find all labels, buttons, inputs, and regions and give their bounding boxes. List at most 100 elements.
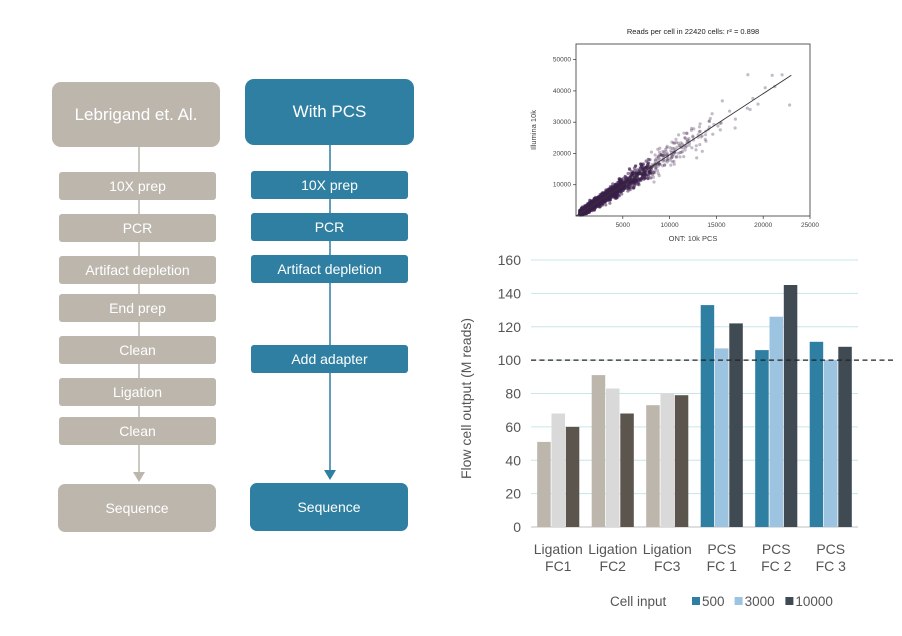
scatter-point [678, 144, 682, 148]
scatter-point [656, 155, 661, 159]
scatter-point [670, 146, 674, 150]
scatter-point [697, 125, 702, 129]
scatter-point [674, 137, 678, 141]
scatter-title: Reads per cell in 22420 cells: r² = 0.89… [627, 27, 759, 36]
scatter-point [625, 176, 629, 180]
scatter-point [646, 157, 650, 161]
scatter-point [690, 146, 694, 150]
scatter-point [659, 153, 663, 157]
scatter-point [661, 149, 665, 154]
scatter-point [638, 177, 642, 181]
scatter-point [656, 164, 660, 168]
bar-legend-title: Cell input [610, 594, 667, 609]
scatter-point [763, 86, 767, 90]
scatter-point [678, 151, 682, 155]
scatter-point [707, 119, 711, 123]
scatter-point [662, 163, 667, 167]
bar-y-tick-label: 100 [498, 352, 522, 368]
scatter-point [661, 164, 665, 168]
left-step: 10X prep [59, 172, 216, 200]
scatter-point [657, 150, 662, 154]
scatter-point [711, 132, 715, 136]
bar-500 [591, 375, 606, 527]
left-step: Artifact depletion [59, 256, 216, 284]
scatter-point [649, 168, 653, 172]
scatter-point [621, 177, 625, 181]
scatter-point [646, 176, 650, 180]
scatter-point [633, 169, 637, 173]
scatter-point [684, 144, 688, 148]
scatter-point [657, 174, 661, 178]
scatter-point [691, 135, 695, 139]
scatter-point [658, 162, 662, 166]
scatter-point [745, 106, 749, 110]
scatter-point [641, 163, 645, 167]
scatter-point [648, 171, 652, 175]
scatter-point [694, 144, 698, 148]
scatter-point [649, 176, 653, 180]
scatter-point [670, 140, 674, 144]
bar-x-tick-label: PCS [816, 541, 845, 557]
bar-legend-swatch [692, 597, 700, 605]
scatter-point [656, 171, 660, 175]
scatter-point [669, 149, 673, 153]
scatter-plot: Reads per cell in 22420 cells: r² = 0.89… [529, 27, 819, 243]
scatter-point [670, 153, 674, 157]
bar-y-tick-label: 120 [498, 319, 522, 335]
scatter-y-label: Illumina 10k [529, 110, 538, 150]
scatter-point [677, 143, 681, 148]
scatter-point [628, 175, 632, 179]
scatter-point [669, 156, 673, 160]
scatter-point [685, 131, 689, 135]
scatter-point [665, 144, 669, 148]
scatter-point [661, 154, 665, 158]
scatter-point [692, 127, 696, 131]
left-arrowhead [133, 472, 145, 482]
scatter-point [672, 159, 676, 163]
scatter-point [691, 134, 695, 138]
scatter-point [618, 178, 622, 182]
scatter-frame [575, 43, 811, 217]
scatter-point [583, 204, 587, 208]
scatter-point [704, 133, 708, 137]
scatter-point [704, 139, 708, 143]
scatter-point [676, 151, 680, 155]
scatter-point [720, 99, 724, 103]
scatter-point [626, 189, 630, 193]
scatter-point [671, 155, 675, 159]
scatter-point [654, 166, 658, 170]
scatter-point [728, 109, 732, 113]
scatter-point [680, 142, 684, 146]
scatter-point [718, 128, 722, 132]
scatter-point [654, 167, 658, 171]
scatter-point [600, 203, 604, 207]
scatter-point [614, 196, 618, 200]
right-final-step: Sequence [250, 483, 408, 531]
scatter-point [664, 150, 668, 154]
scatter-fit-line [575, 74, 792, 217]
scatter-y-tick-label: 20000 [553, 150, 571, 157]
scatter-point [655, 169, 660, 173]
scatter-point [680, 150, 685, 154]
scatter-point [708, 116, 712, 121]
bar-legend-label: 3000 [745, 594, 775, 609]
scatter-point [788, 103, 792, 107]
flow-diagram: Lebrigand et. Al. With PCS 10X prep PCR … [0, 0, 430, 636]
scatter-x-tick-label: 25000 [801, 222, 819, 229]
scatter-point [670, 156, 674, 160]
scatter-point [780, 73, 784, 77]
scatter-point [652, 169, 657, 173]
scatter-point [700, 149, 704, 153]
scatter-point [585, 202, 589, 206]
scatter-point [751, 96, 755, 101]
scatter-point [665, 160, 669, 164]
right-column-title: With PCS [245, 79, 414, 145]
bar-3000 [606, 388, 620, 527]
left-step: End prep [59, 294, 216, 322]
scatter-point [694, 148, 698, 152]
scatter-point [707, 119, 711, 123]
scatter-point [733, 117, 737, 121]
scatter-point [611, 182, 615, 186]
scatter-point [685, 139, 689, 143]
scatter-point [678, 155, 682, 159]
